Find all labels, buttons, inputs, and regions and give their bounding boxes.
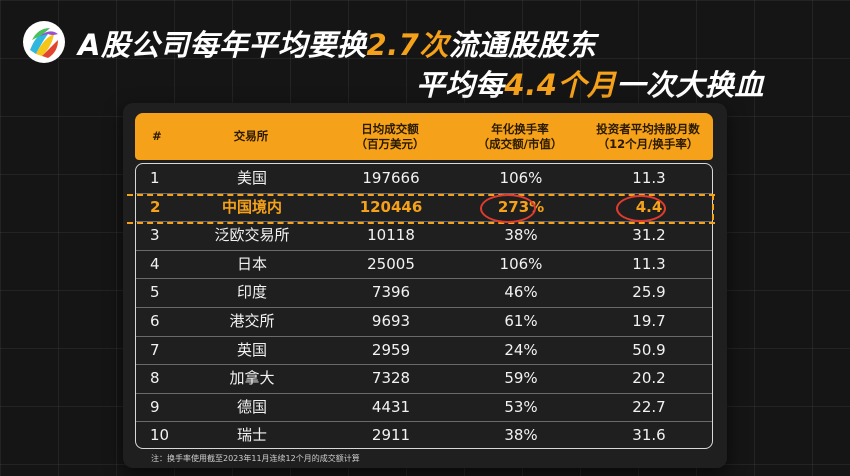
cell-exchange: 瑞士 <box>236 426 267 445</box>
table-body-frame <box>135 163 713 449</box>
cell-exchange: 港交所 <box>229 312 275 330</box>
cell-volume: 2959 <box>371 340 411 359</box>
cell-turnover: 38% <box>504 426 538 445</box>
header-volume: 日均成交额 （百万美元） <box>323 113 457 160</box>
cell-idx: 6 <box>150 312 160 330</box>
main-title-line1: A股公司每年平均要换2.7次流通股股东 <box>78 22 596 64</box>
cell-exchange: 中国境内 <box>221 197 282 216</box>
cell-months: 31.6 <box>632 426 666 445</box>
cell-months: 11.3 <box>632 254 666 273</box>
title1-prefix: A股公司每年平均要换 <box>78 28 367 62</box>
highlight-dashed-box <box>127 194 715 224</box>
cell-exchange: 德国 <box>236 397 267 416</box>
cell-turnover: 46% <box>504 283 538 302</box>
table-row: 6 港交所 9693 61% 19.7 <box>136 307 712 337</box>
cell-turnover: 61% <box>504 312 538 330</box>
cell-idx: 7 <box>150 340 160 359</box>
cell-exchange: 印度 <box>236 283 267 302</box>
cell-turnover: 53% <box>504 397 538 416</box>
title2-prefix: 平均每 <box>416 68 505 102</box>
cell-volume: 4431 <box>371 397 411 416</box>
title1-suffix: 流通股股东 <box>448 28 597 62</box>
cell-volume: 25005 <box>367 254 415 273</box>
table-row: 1 美国 197666 106% 11.3 <box>136 164 712 194</box>
cell-months: 11.3 <box>632 169 666 187</box>
table-row: 3 泛欧交易所 10118 38% 31.2 <box>136 221 712 251</box>
cell-volume: 197666 <box>362 169 420 187</box>
header-volume-line1: 日均成交额 <box>361 121 419 136</box>
table-row: 4 日本 25005 106% 11.3 <box>136 250 712 280</box>
header-index: # <box>135 113 179 160</box>
table-header: # 交易所 日均成交额 （百万美元） 年化换手率 （成交额/市值） 投资者平均持… <box>135 113 713 160</box>
cell-months: 22.7 <box>632 397 666 416</box>
cell-months: 25.9 <box>632 283 666 302</box>
table-row: 5 印度 7396 46% 25.9 <box>136 278 712 308</box>
cell-turnover: 59% <box>504 369 538 388</box>
footnote: 注：换手率使用截至2023年11月连续12个月的成交额计算 <box>151 454 360 463</box>
cell-idx: 4 <box>150 254 160 273</box>
turnover-highlight-circle <box>480 194 536 223</box>
cell-idx: 10 <box>150 426 170 445</box>
table-row: 10 瑞士 2911 38% 31.6 <box>136 421 712 450</box>
cell-months: 50.9 <box>632 340 666 359</box>
header-months-line1: 投资者平均持股月数 <box>596 121 700 136</box>
header-volume-line2: （百万美元） <box>355 136 425 151</box>
header-months-line2: （12个月/换手率） <box>597 136 699 151</box>
cell-turnover: 38% <box>504 226 538 245</box>
table-row: 8 加拿大 7328 59% 20.2 <box>136 364 712 394</box>
cell-turnover: 106% <box>499 169 543 187</box>
cell-volume: 7328 <box>371 369 411 388</box>
brand-logo-icon <box>23 21 65 63</box>
table-row: 7 英国 2959 24% 50.9 <box>136 336 712 366</box>
header-index-label: # <box>152 129 162 143</box>
cell-volume: 120446 <box>359 197 423 216</box>
cell-exchange: 泛欧交易所 <box>214 226 290 245</box>
cell-idx: 1 <box>150 169 160 187</box>
cell-idx: 3 <box>150 226 160 245</box>
table-row: 9 德国 4431 53% 22.7 <box>136 393 712 423</box>
highlight-dashed-box-right <box>712 194 714 220</box>
cell-months: 31.2 <box>632 226 666 245</box>
cell-volume: 9693 <box>371 312 411 330</box>
cell-volume: 10118 <box>367 226 415 245</box>
title2-suffix: 一次大换血 <box>616 68 764 102</box>
header-exchange: 交易所 <box>179 113 323 160</box>
cell-volume: 2911 <box>371 426 411 445</box>
cell-months: 20.2 <box>632 369 666 388</box>
title2-highlight: 4.4个月 <box>504 68 617 102</box>
months-highlight-circle <box>616 195 666 222</box>
cell-turnover: 106% <box>499 254 543 273</box>
cell-idx: 5 <box>150 283 160 302</box>
title1-highlight: 2.7次 <box>366 28 449 62</box>
cell-idx: 9 <box>150 397 160 416</box>
cell-exchange: 美国 <box>236 169 267 187</box>
header-turnover-line1: 年化换手率 <box>491 121 549 136</box>
cell-exchange: 英国 <box>236 340 267 359</box>
header-turnover-line2: （成交额/市值） <box>477 136 563 151</box>
cell-volume: 7396 <box>371 283 411 302</box>
cell-idx: 2 <box>150 197 161 216</box>
cell-idx: 8 <box>150 369 160 388</box>
cell-exchange: 加拿大 <box>229 369 275 388</box>
header-months: 投资者平均持股月数 （12个月/换手率） <box>583 113 713 160</box>
header-turnover: 年化换手率 （成交额/市值） <box>457 113 583 160</box>
cell-months: 19.7 <box>632 312 666 330</box>
header-exchange-label: 交易所 <box>233 129 269 143</box>
main-title-line2: 平均每4.4个月一次大换血 <box>416 62 764 104</box>
cell-exchange: 日本 <box>236 254 267 273</box>
cell-turnover: 24% <box>504 340 538 359</box>
